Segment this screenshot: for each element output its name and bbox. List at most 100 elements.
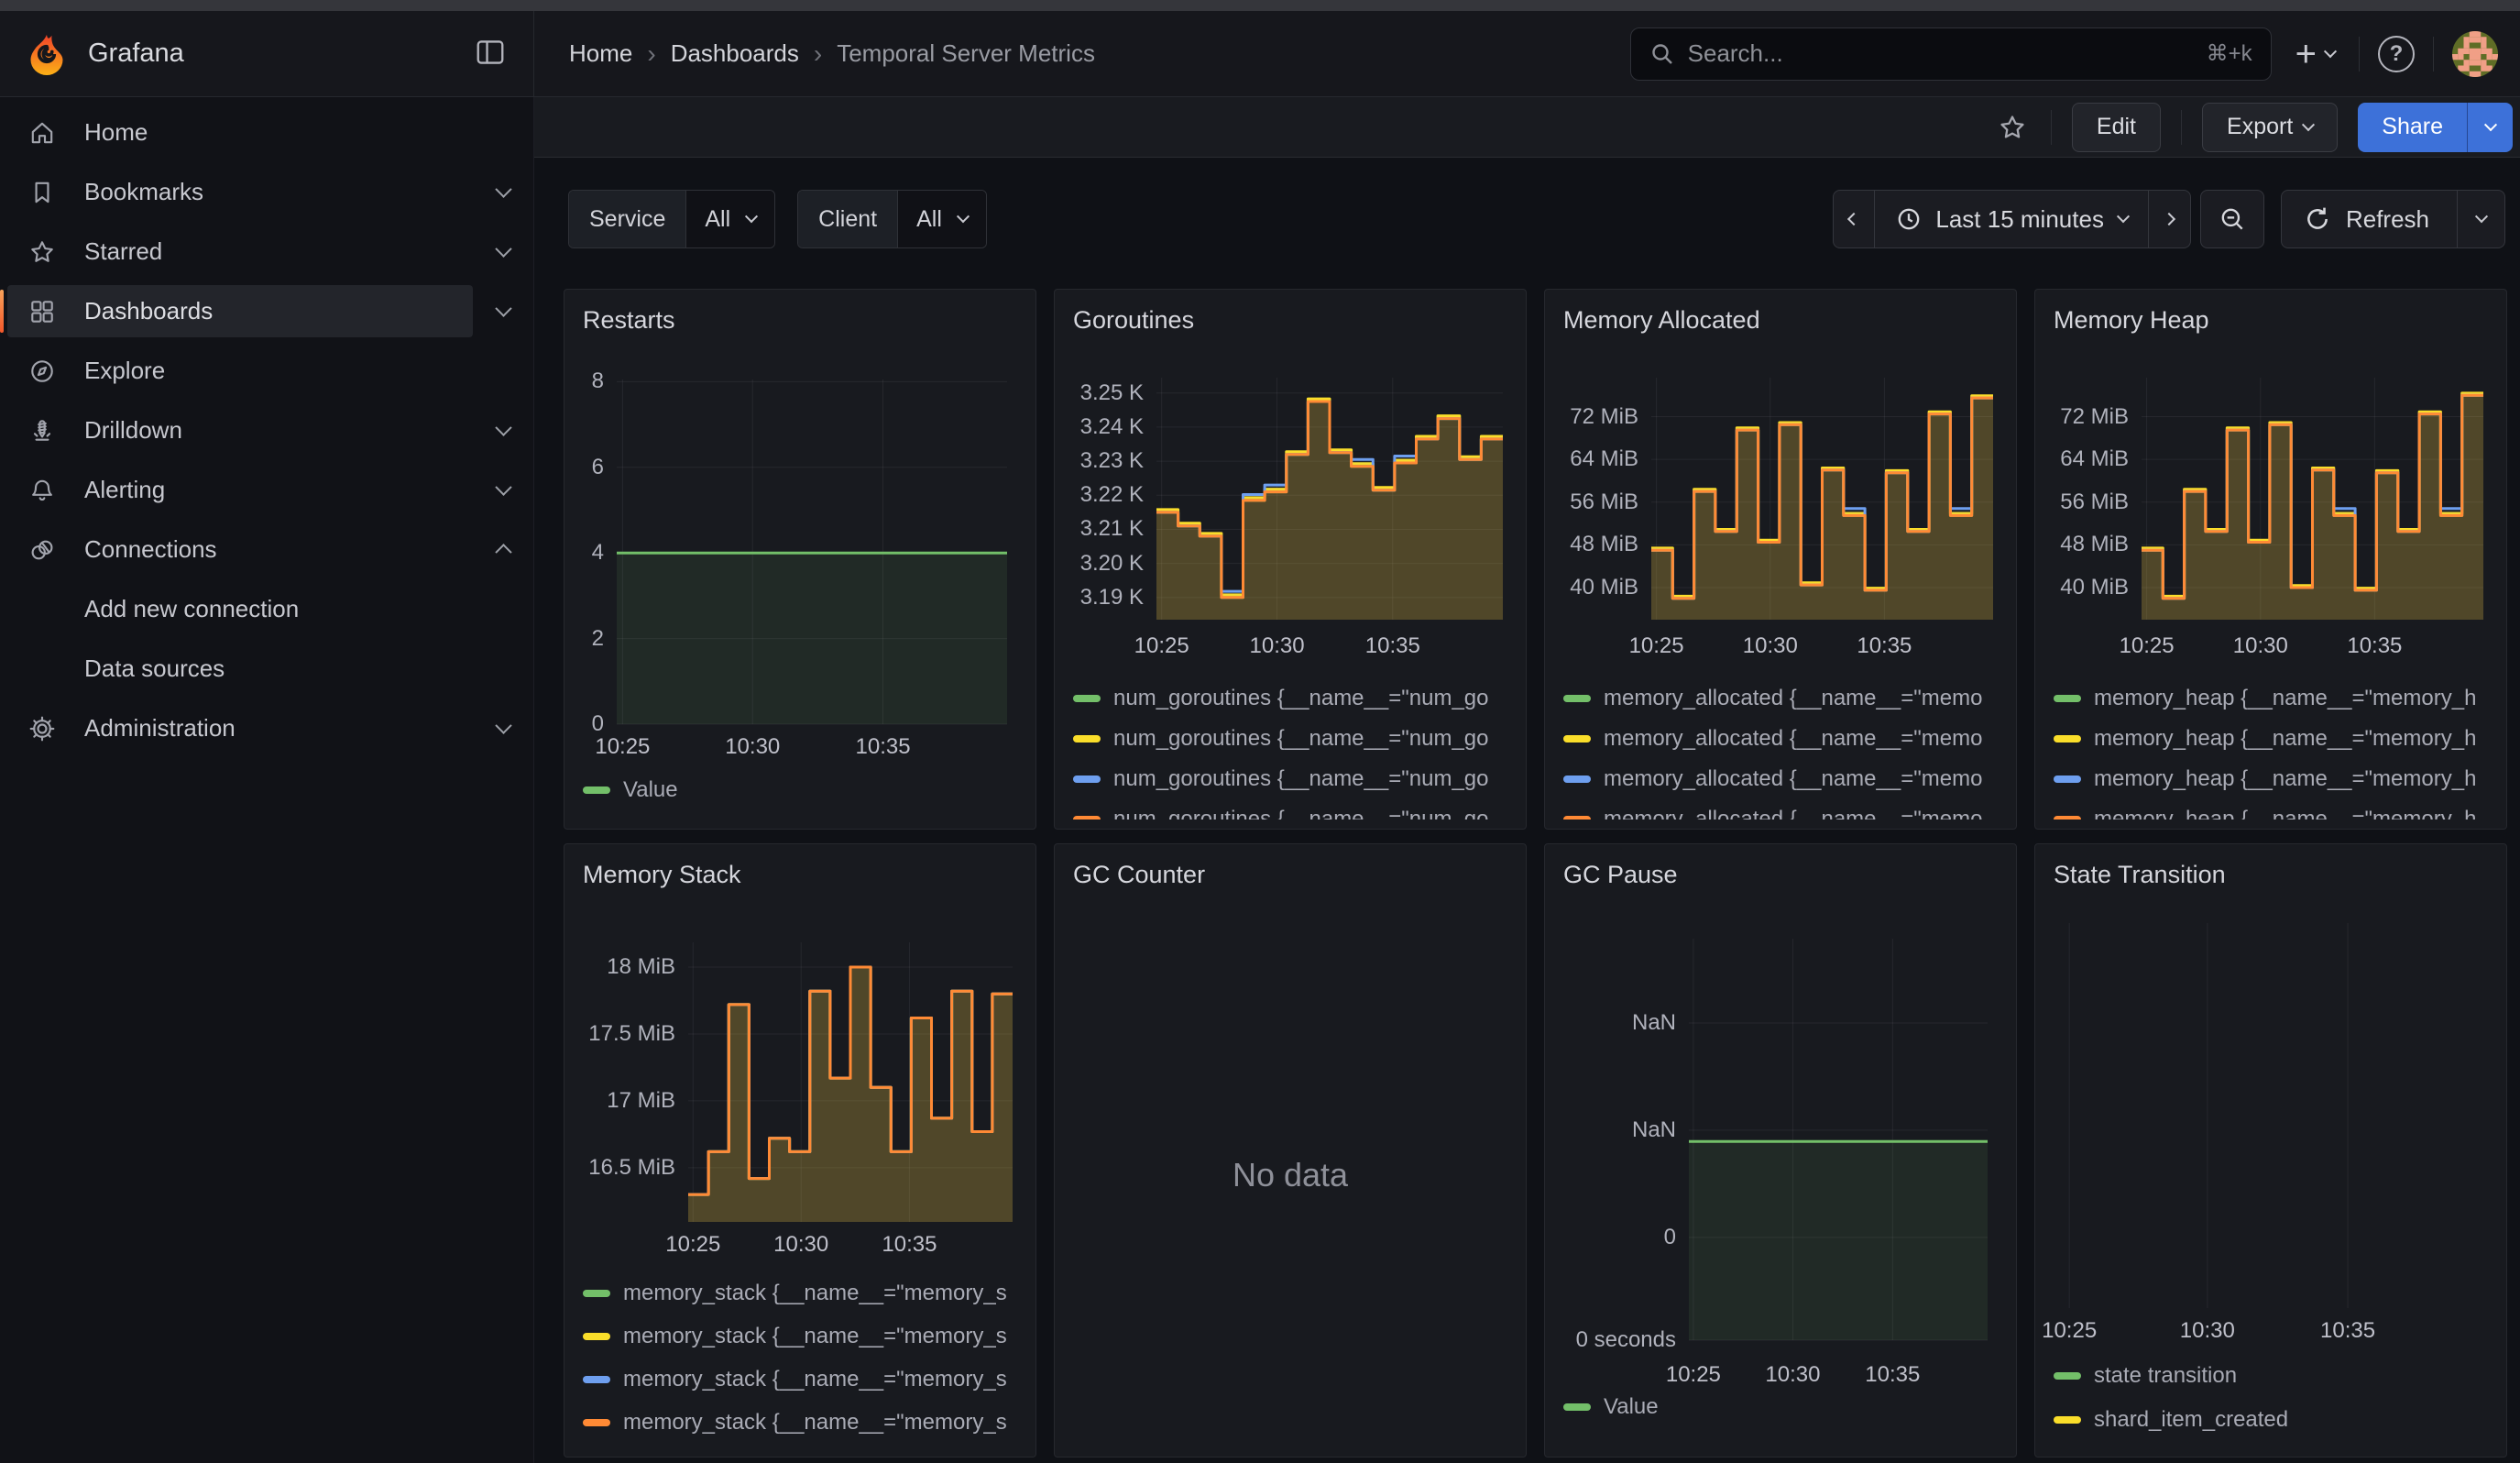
x-axis-tick: 10:25 (1098, 632, 1226, 660)
export-button[interactable]: Export (2202, 103, 2338, 152)
legend-item[interactable]: memory_heap {__name__="memory_h (2054, 759, 2503, 799)
edit-button[interactable]: Edit (2072, 103, 2161, 152)
share-button[interactable]: Share (2358, 103, 2467, 152)
y-axis-tick: 6 (564, 454, 604, 481)
legend-item[interactable]: memory_stack {__name__="memory_s (583, 1358, 1032, 1401)
legend-item[interactable]: num_goroutines {__name__="num_go (1073, 799, 1522, 820)
apps-icon (27, 298, 57, 325)
breadcrumb-home[interactable]: Home (569, 39, 632, 68)
legend-item[interactable]: memory_heap {__name__="memory_h (2054, 719, 2503, 759)
legend-item[interactable]: shard_item_created (2054, 1398, 2503, 1442)
panel-title[interactable]: Goroutines (1073, 306, 1194, 335)
share-button-group: Share (2358, 103, 2513, 152)
help-button[interactable]: ? (2378, 36, 2415, 72)
search-input[interactable]: Search... ⌘+k (1630, 28, 2272, 81)
chevron-down-icon (495, 240, 511, 257)
time-shift-back-button[interactable] (1833, 190, 1875, 248)
sidebar-expand-dashboards[interactable] (473, 285, 533, 337)
home-icon (27, 119, 57, 147)
legend-item[interactable]: memory_allocated {__name__="memo (1563, 759, 2012, 799)
dashboard-controls: Service All Client All (568, 190, 2505, 248)
legend-item[interactable]: memory_stack {__name__="memory_s (583, 1401, 1032, 1444)
legend-item[interactable]: memory_allocated {__name__="memo (1563, 678, 2012, 719)
panel-title[interactable]: Memory Stack (583, 861, 741, 889)
zoom-out-button[interactable] (2200, 190, 2264, 248)
refresh-button[interactable]: Refresh (2281, 190, 2458, 248)
chevron-down-icon (2117, 210, 2130, 223)
dock-menu-icon[interactable] (471, 35, 509, 72)
refresh-interval-button[interactable] (2458, 190, 2505, 248)
legend-item[interactable]: memory_stack {__name__="memory_s (583, 1271, 1032, 1314)
sidebar-item-starred[interactable]: Starred (7, 226, 473, 278)
service-variable-select[interactable]: All (685, 191, 774, 248)
y-axis-tick: 4 (564, 539, 604, 566)
sidebar-item-data-sources[interactable]: Data sources (7, 643, 473, 695)
legend-item[interactable]: Value (583, 770, 1032, 810)
legend-item[interactable]: memory_stack {__name__="memory_s (583, 1314, 1032, 1358)
sidebar-expand-starred[interactable] (473, 226, 533, 278)
y-axis-tick: NaN (1545, 1009, 1676, 1037)
panel-state-transition: State Transition 10:2510:3010:35 state t… (2034, 843, 2507, 1458)
sidebar-item-administration[interactable]: Administration (7, 702, 473, 754)
legend-item[interactable]: num_goroutines {__name__="num_go (1073, 719, 1522, 759)
x-axis-tick: 10:30 (1213, 632, 1342, 660)
time-shift-forward-button[interactable] (2149, 190, 2191, 248)
sidebar-expand-bookmarks[interactable] (473, 166, 533, 218)
panel-title[interactable]: Restarts (583, 306, 675, 335)
share-menu-button[interactable] (2467, 103, 2513, 152)
panel-gc-counter: GC Counter No data (1054, 843, 1527, 1458)
sidebar-item-connections[interactable]: Connections (7, 523, 473, 576)
chevron-down-icon (2483, 118, 2496, 131)
legend-item[interactable]: memory_allocated {__name__="memo (1563, 719, 2012, 759)
favorite-star-icon[interactable] (1994, 109, 2031, 146)
new-item-button[interactable]: + (2290, 35, 2340, 73)
client-variable: Client All (797, 190, 987, 248)
sidebar-row: Add new connection (0, 579, 533, 639)
client-variable-value: All (916, 206, 942, 233)
legend-item[interactable]: memory_allocated {__name__="memo (1563, 799, 2012, 820)
sidebar-item-explore[interactable]: Explore (7, 345, 473, 397)
panel-title[interactable]: Memory Heap (2054, 306, 2209, 335)
time-series-chart[interactable]: 8642010:2510:3010:35 (564, 290, 1035, 829)
grafana-logo-icon[interactable] (26, 33, 68, 75)
legend-item[interactable]: num_goroutines {__name__="num_go (1073, 678, 1522, 719)
panel-title[interactable]: GC Pause (1563, 861, 1678, 889)
user-avatar[interactable] (2452, 31, 2498, 77)
panel-title[interactable]: State Transition (2054, 861, 2226, 889)
service-variable-label: Service (569, 191, 685, 248)
sidebar-expand-connections[interactable] (473, 523, 533, 576)
breadcrumb-dashboards[interactable]: Dashboards (671, 39, 799, 68)
sidebar-item-drilldown[interactable]: Drilldown (7, 404, 473, 456)
x-axis-tick: 10:35 (845, 1231, 973, 1259)
sidebar-item-add-new-connection[interactable]: Add new connection (7, 583, 473, 635)
time-range-picker[interactable]: Last 15 minutes (1875, 190, 2149, 248)
legend-item[interactable]: state transition (2054, 1354, 2503, 1398)
y-axis-tick: 72 MiB (1545, 403, 1638, 431)
sidebar-item-bookmarks[interactable]: Bookmarks (7, 166, 473, 218)
sidebar-item-alerting[interactable]: Alerting (7, 464, 473, 516)
panel-title[interactable]: GC Counter (1073, 861, 1205, 889)
legend-series-label: memory_stack {__name__="memory_s (623, 1367, 1007, 1392)
chevron-down-icon (495, 419, 511, 435)
sidebar-row: Administration (0, 698, 533, 758)
sidebar-expand-drilldown[interactable] (473, 404, 533, 456)
legend-series-marker (583, 1376, 610, 1383)
legend-series-marker (2054, 1372, 2081, 1380)
legend-item[interactable]: num_goroutines {__name__="num_go (1073, 759, 1522, 799)
panel-memory-stack: Memory Stack 18 MiB17.5 MiB17 MiB16.5 Mi… (564, 843, 1036, 1458)
legend-item[interactable]: memory_heap {__name__="memory_h (2054, 799, 2503, 820)
legend-series-label: Value (1604, 1394, 1659, 1420)
sidebar-item-label: Home (84, 118, 148, 147)
client-variable-select[interactable]: All (897, 191, 986, 248)
gear-icon (27, 715, 57, 742)
panel-title[interactable]: Memory Allocated (1563, 306, 1760, 335)
sidebar-item-home[interactable]: Home (7, 106, 473, 159)
legend-item[interactable]: Value (1563, 1387, 2012, 1427)
sidebar-expand-alerting[interactable] (473, 464, 533, 516)
no-data-message: No data (1055, 1156, 1526, 1194)
time-series-chart[interactable]: NaNNaN00 seconds10:2510:3010:35 (1545, 844, 2016, 1457)
sidebar-item-dashboards[interactable]: Dashboards (7, 285, 473, 337)
legend-item[interactable]: memory_heap {__name__="memory_h (2054, 678, 2503, 719)
sidebar-expand-administration[interactable] (473, 702, 533, 754)
y-axis-tick: 18 MiB (564, 953, 675, 981)
